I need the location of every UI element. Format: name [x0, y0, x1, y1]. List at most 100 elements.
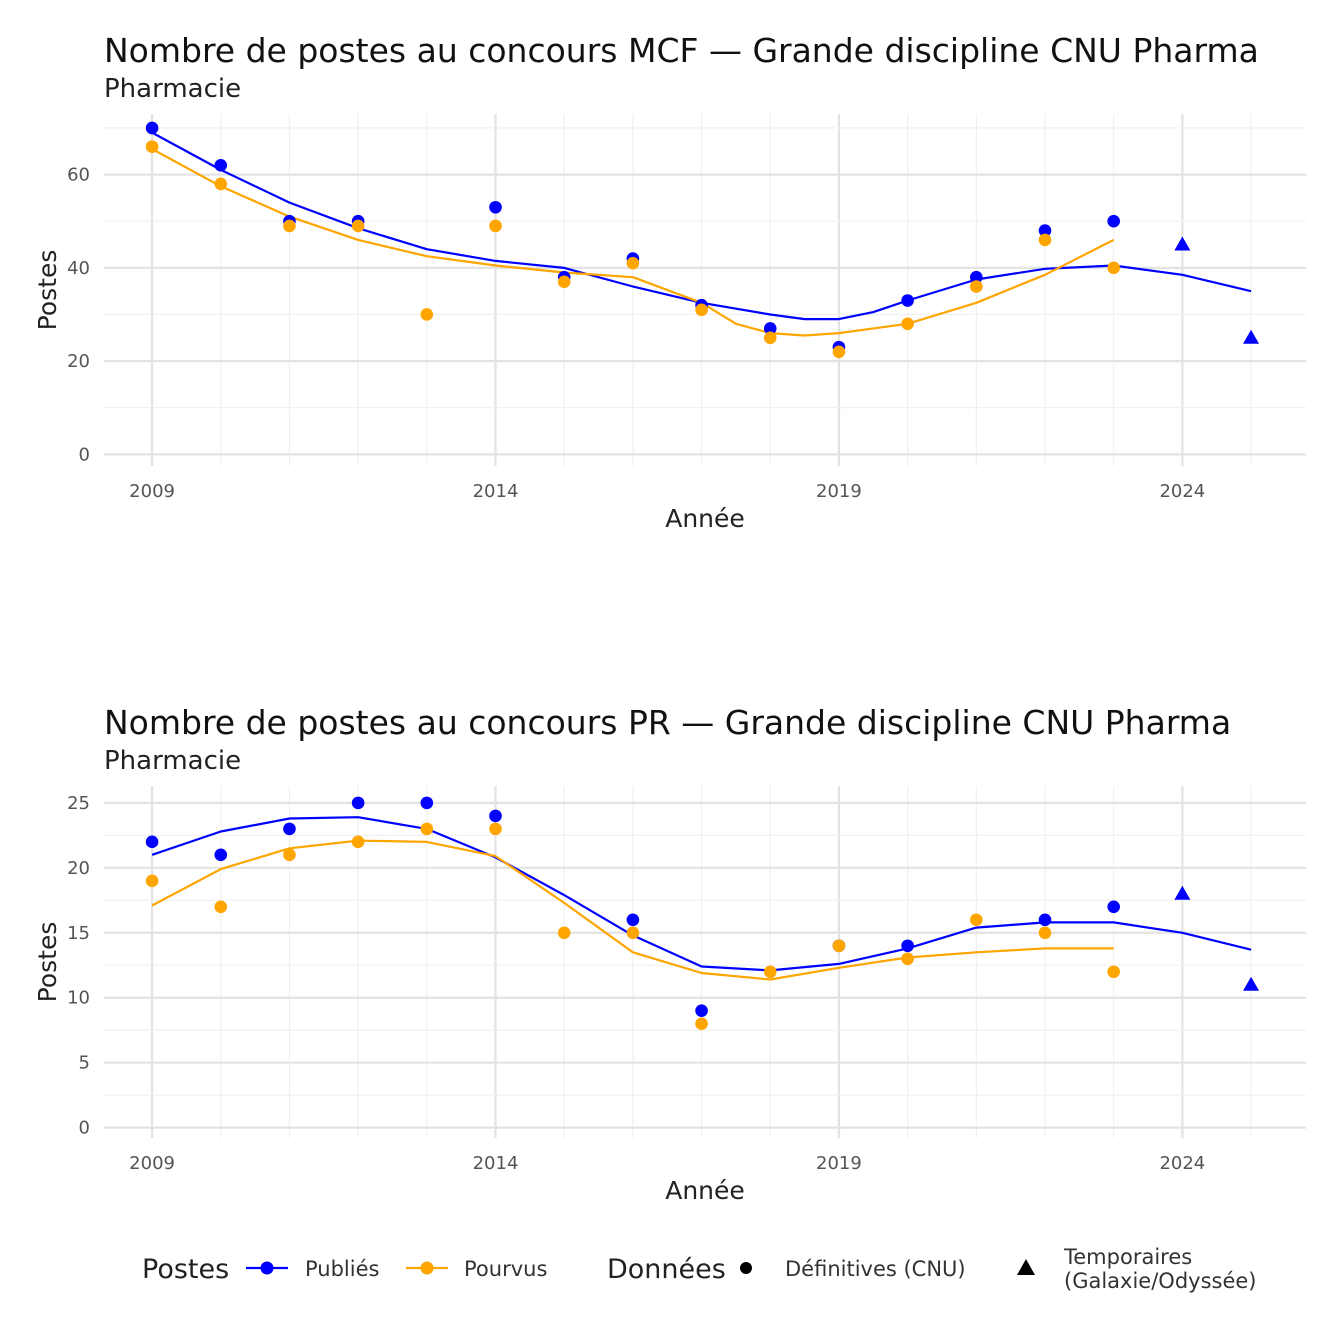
point-pourvus — [970, 913, 983, 927]
legend-title-postes: Postes — [142, 1254, 229, 1285]
chart-subtitle: Pharmacie — [104, 74, 241, 104]
point-pourvus — [901, 952, 914, 966]
legend-key-pourvus — [406, 1261, 448, 1275]
legend-label-definitives: Définitives (CNU) — [785, 1257, 966, 1281]
legend-dot-pourvus — [420, 1261, 434, 1275]
point-publies — [489, 809, 502, 823]
point-publies — [489, 200, 502, 214]
point-pourvus — [214, 900, 228, 914]
y-tick-label: 60 — [67, 165, 90, 186]
point-pourvus — [214, 177, 228, 191]
point-pourvus — [283, 219, 296, 233]
temporary-point-publies — [1243, 329, 1260, 344]
point-pourvus — [832, 345, 846, 359]
point-publies — [214, 848, 228, 862]
point-pourvus — [351, 835, 365, 849]
tick-labels: 2009 2014 2019 2024 0 20 40 60 — [67, 165, 1205, 502]
point-pourvus — [1107, 965, 1120, 979]
point-pourvus — [901, 317, 914, 331]
data-points — [145, 796, 1260, 1030]
data-points — [145, 121, 1260, 359]
legend: Postes Publiés Pourvus Données Définitiv… — [142, 1245, 1257, 1293]
temporary-point-publies — [1243, 976, 1260, 991]
y-tick-label: 0 — [79, 444, 90, 465]
point-publies — [901, 294, 914, 307]
y-tick-label: 10 — [67, 988, 90, 1009]
point-publies — [1107, 900, 1120, 914]
point-publies — [695, 1004, 708, 1018]
point-publies — [145, 121, 159, 135]
x-tick-label: 2019 — [816, 481, 862, 502]
point-pourvus — [1107, 261, 1120, 275]
x-tick-label: 2009 — [129, 481, 175, 502]
temporary-point-publies — [1174, 236, 1191, 251]
y-tick-label: 15 — [67, 923, 90, 944]
legend-label-pourvus: Pourvus — [464, 1257, 547, 1281]
x-tick-label: 2009 — [129, 1153, 175, 1174]
point-pourvus — [1038, 233, 1052, 247]
point-pourvus — [1038, 926, 1052, 940]
legend-label-temporaires-source: (Galaxie/Odyssée) — [1064, 1269, 1257, 1293]
point-publies — [214, 158, 228, 172]
point-pourvus — [626, 926, 640, 940]
point-pourvus — [763, 331, 777, 345]
smooth-line-pourvus — [151, 839, 1114, 981]
point-publies — [1107, 214, 1120, 228]
point-publies — [420, 796, 434, 810]
x-tick-label: 2014 — [473, 1153, 519, 1174]
point-pourvus — [145, 874, 159, 888]
panel-pr: Nombre de postes au concours PR — Grande… — [33, 703, 1306, 1205]
legend-title-donnees: Données — [607, 1254, 726, 1285]
point-publies — [1038, 224, 1052, 237]
x-tick-label: 2019 — [816, 1153, 862, 1174]
point-pourvus — [420, 822, 434, 836]
point-pourvus — [970, 280, 983, 293]
point-publies — [763, 322, 777, 335]
grid — [104, 114, 1306, 466]
point-publies — [351, 796, 365, 810]
panel-mcf: Nombre de postes au concours MCF — Grand… — [33, 31, 1306, 533]
triangle-shape-icon — [1017, 1259, 1035, 1275]
x-axis-title: Année — [665, 504, 745, 533]
x-tick-label: 2014 — [473, 481, 519, 502]
legend-key-publies — [246, 1261, 288, 1275]
grid — [104, 786, 1306, 1138]
point-pourvus — [763, 965, 777, 979]
y-tick-label: 5 — [79, 1053, 90, 1074]
smooth-curves — [151, 816, 1252, 981]
point-pourvus — [557, 275, 571, 289]
y-tick-label: 20 — [67, 858, 90, 879]
y-tick-label: 20 — [67, 351, 90, 372]
x-axis-title: Année — [665, 1176, 745, 1205]
x-tick-label: 2024 — [1159, 1153, 1205, 1174]
point-publies — [626, 913, 640, 927]
point-pourvus — [420, 308, 434, 321]
point-publies — [970, 270, 983, 284]
point-publies — [1038, 913, 1052, 927]
x-tick-label: 2024 — [1159, 481, 1205, 502]
smooth-line-publies — [151, 816, 1252, 972]
y-tick-label: 40 — [67, 258, 90, 279]
point-pourvus — [489, 822, 502, 836]
y-axis-title: Postes — [33, 250, 62, 331]
point-pourvus — [145, 140, 159, 153]
point-pourvus — [283, 848, 296, 862]
temporary-point-publies — [1174, 885, 1191, 900]
y-axis-title: Postes — [33, 922, 62, 1003]
legend-label-publies: Publiés — [305, 1257, 379, 1281]
y-tick-label: 0 — [79, 1118, 90, 1139]
point-pourvus — [695, 1017, 708, 1030]
y-tick-label: 25 — [67, 793, 90, 814]
legend-label-temporaires: Temporaires — [1063, 1245, 1192, 1269]
point-pourvus — [832, 939, 846, 953]
chart-title: Nombre de postes au concours MCF — Grand… — [104, 31, 1259, 70]
point-publies — [283, 822, 296, 836]
point-pourvus — [557, 926, 571, 940]
chart-subtitle: Pharmacie — [104, 746, 241, 776]
tick-labels: 2009 2014 2019 2024 0 5 10 15 20 25 — [67, 793, 1205, 1174]
chart-title: Nombre de postes au concours PR — Grande… — [104, 703, 1231, 742]
point-publies — [901, 939, 914, 953]
point-publies — [145, 835, 159, 849]
point-pourvus — [489, 219, 502, 233]
